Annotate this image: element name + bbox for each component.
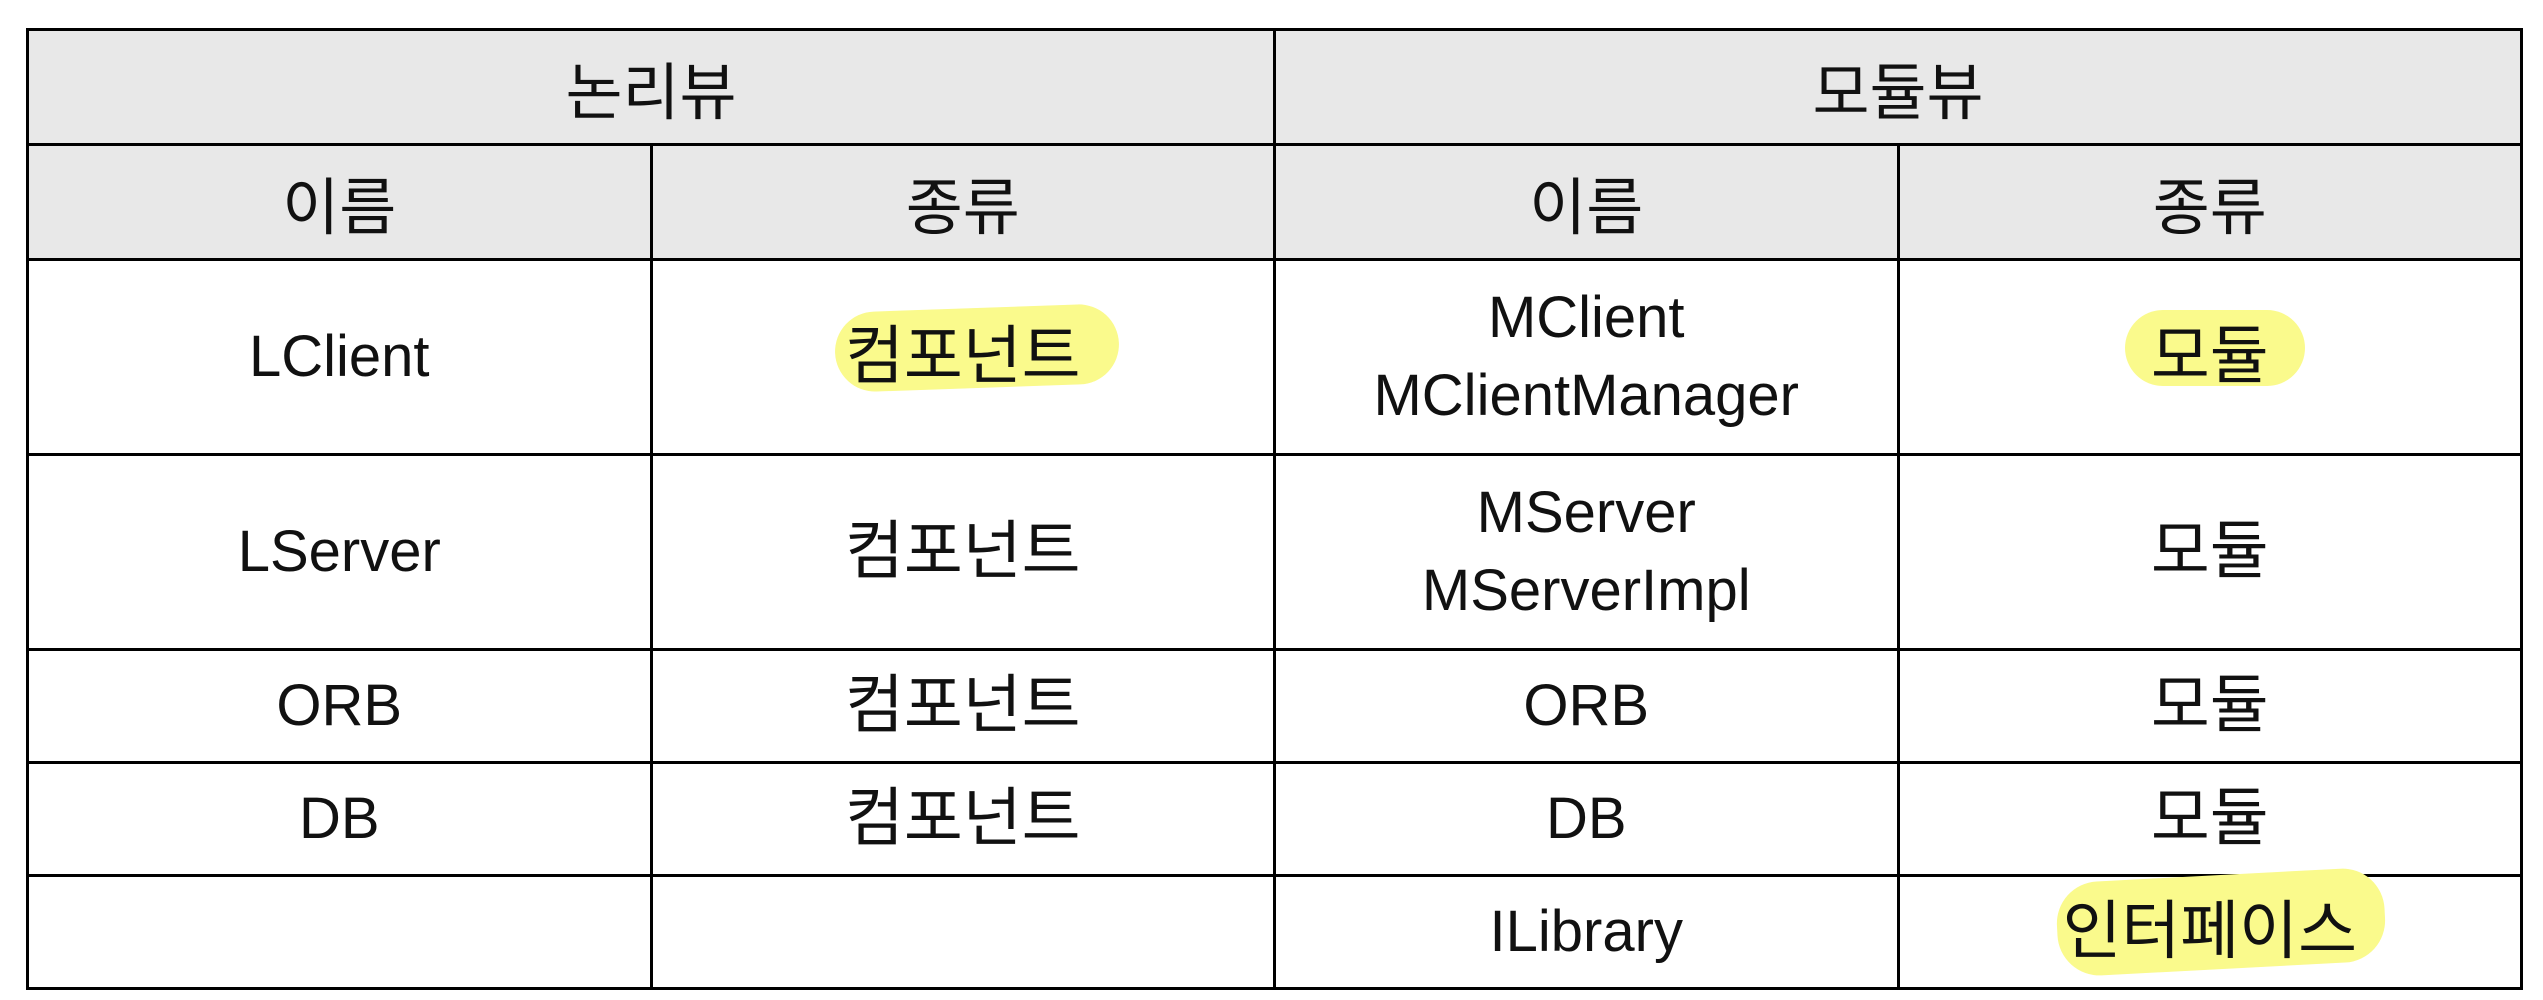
table-row: DB 컴포넌트 DB 모듈	[26, 761, 2523, 877]
module-kind-cell: 모듈	[1896, 761, 2523, 877]
module-name-line: MServerImpl	[1421, 558, 1751, 623]
highlight-mark: 인터페이스	[2063, 889, 2357, 975]
table-row: LServer 컴포넌트 MServer MServerImpl 모듈	[26, 453, 2523, 651]
module-kind-header: 종류	[1896, 143, 2523, 261]
view-mapping-table-container: 논리뷰 모듈뷰 이름 종류 이름 종류 LClient 컴포넌트 MClient…	[26, 28, 2523, 990]
group-header-row: 논리뷰 모듈뷰	[26, 28, 2523, 146]
module-kind-cell: 모듈	[1896, 258, 2523, 456]
sub-header-row: 이름 종류 이름 종류	[26, 143, 2523, 261]
logical-name-cell: ORB	[26, 648, 653, 764]
logical-kind-cell	[649, 874, 1276, 990]
logical-name-cell: LClient	[26, 258, 653, 456]
module-name-line: MClient	[1487, 284, 1685, 350]
highlight-mark: 모듈	[2151, 314, 2269, 400]
table-row: ORB 컴포넌트 ORB 모듈	[26, 648, 2523, 764]
logical-kind-header: 종류	[649, 143, 1276, 261]
logical-view-header: 논리뷰	[26, 28, 1276, 146]
logical-name-cell: LServer	[26, 453, 653, 651]
module-name-cell: MServer MServerImpl	[1273, 453, 1900, 651]
logical-kind-cell: 컴포넌트	[649, 648, 1276, 764]
module-kind-cell: 인터페이스	[1896, 874, 2523, 990]
logical-kind-cell: 컴포넌트	[649, 761, 1276, 877]
table-row: ILibrary 인터페이스	[26, 874, 2523, 990]
module-name-cell: ORB	[1273, 648, 1900, 764]
table-row: LClient 컴포넌트 MClient MClientManager 모듈	[26, 258, 2523, 456]
module-name-line: MServer	[1476, 479, 1696, 545]
module-kind-cell: 모듈	[1896, 648, 2523, 764]
logical-name-header: 이름	[26, 143, 653, 261]
highlight-mark: 컴포넌트	[845, 314, 1081, 400]
module-view-header: 모듈뷰	[1273, 28, 2523, 146]
logical-name-cell: DB	[26, 761, 653, 877]
module-name-cell: DB	[1273, 761, 1900, 877]
view-mapping-table: 논리뷰 모듈뷰 이름 종류 이름 종류 LClient 컴포넌트 MClient…	[26, 28, 2523, 990]
module-name-header: 이름	[1273, 143, 1900, 261]
logical-name-cell	[26, 874, 653, 990]
logical-kind-cell: 컴포넌트	[649, 453, 1276, 651]
module-name-cell: MClient MClientManager	[1273, 258, 1900, 456]
module-kind-cell: 모듈	[1896, 453, 2523, 651]
module-name-line: MClientManager	[1373, 363, 1799, 428]
logical-kind-cell: 컴포넌트	[649, 258, 1276, 456]
module-name-cell: ILibrary	[1273, 874, 1900, 990]
